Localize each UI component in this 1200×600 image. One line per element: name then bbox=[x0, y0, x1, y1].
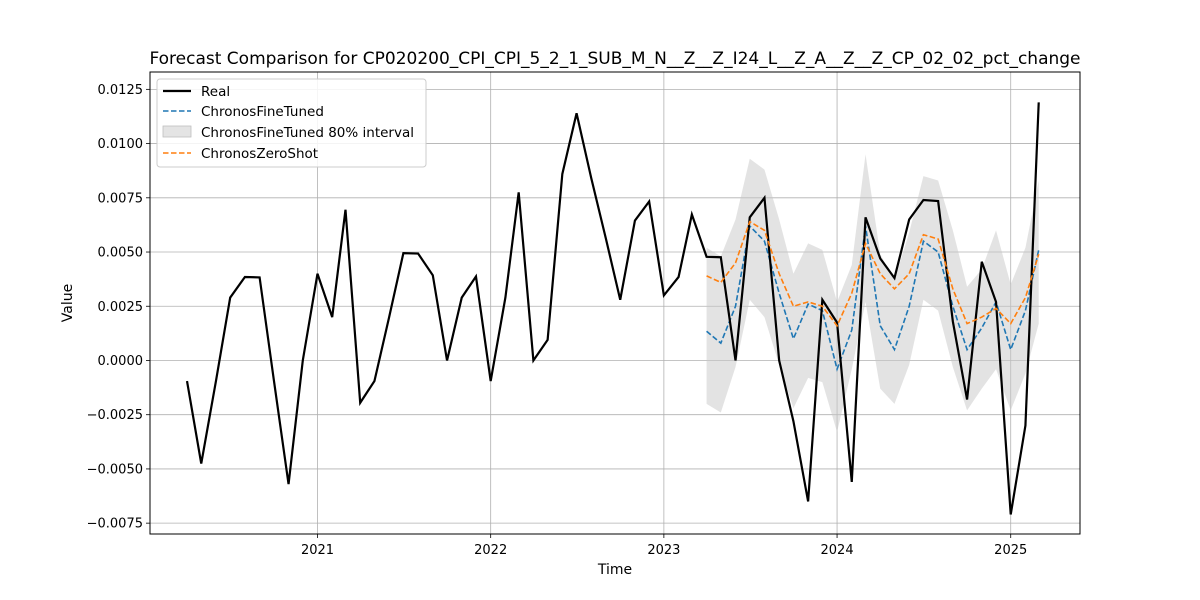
legend-label-interval: ChronosFineTuned 80% interval bbox=[201, 125, 414, 141]
y-tick-label: 0.0075 bbox=[98, 191, 144, 206]
legend: Real ChronosFineTuned ChronosFineTuned 8… bbox=[156, 78, 427, 168]
y-tick-label: 0.0025 bbox=[98, 300, 144, 315]
x-tick-label: 2021 bbox=[301, 543, 334, 558]
series-line-chronosfinetuned bbox=[706, 224, 1040, 372]
legend-swatch-interval bbox=[162, 125, 192, 138]
chart-title: Forecast Comparison for CP020200_CPI_CPI… bbox=[149, 49, 1080, 69]
y-tick-label: 0.0125 bbox=[98, 83, 144, 98]
x-tick-label: 2025 bbox=[994, 543, 1027, 558]
legend-box bbox=[156, 78, 427, 168]
series-line-real bbox=[185, 102, 1040, 515]
y-axis-label: Value bbox=[60, 284, 76, 322]
legend-label-real: Real bbox=[201, 84, 230, 100]
x-tick-label: 2022 bbox=[474, 543, 507, 558]
finetuned-interval-band bbox=[706, 154, 1039, 433]
y-tick-label: −0.0075 bbox=[87, 517, 143, 532]
y-tick-label: 0.0050 bbox=[98, 246, 144, 261]
y-tick-label: −0.0025 bbox=[87, 408, 143, 423]
y-axis-ticks: −0.0075 −0.0050 −0.0025 0.0000 0.0025 0.0050 0… bbox=[87, 83, 150, 532]
x-tick-label: 2023 bbox=[647, 543, 680, 558]
series-line-chronoszeroshot bbox=[706, 220, 1040, 328]
y-tick-label: −0.0050 bbox=[87, 462, 143, 477]
plot-frame bbox=[149, 71, 1081, 535]
legend-label-zeroshot: ChronosZeroShot bbox=[201, 146, 318, 162]
x-axis-label: Time bbox=[597, 562, 632, 578]
interval-band-layer bbox=[706, 154, 1039, 433]
series-lines-layer bbox=[185, 102, 1040, 515]
legend-label-finetuned: ChronosFineTuned bbox=[201, 104, 324, 120]
y-tick-label: 0.0000 bbox=[98, 354, 144, 369]
x-tick-label: 2024 bbox=[821, 543, 854, 558]
x-axis-ticks: 2021 2022 2023 2024 2025 bbox=[301, 534, 1027, 558]
y-tick-label: 0.0100 bbox=[98, 137, 144, 152]
